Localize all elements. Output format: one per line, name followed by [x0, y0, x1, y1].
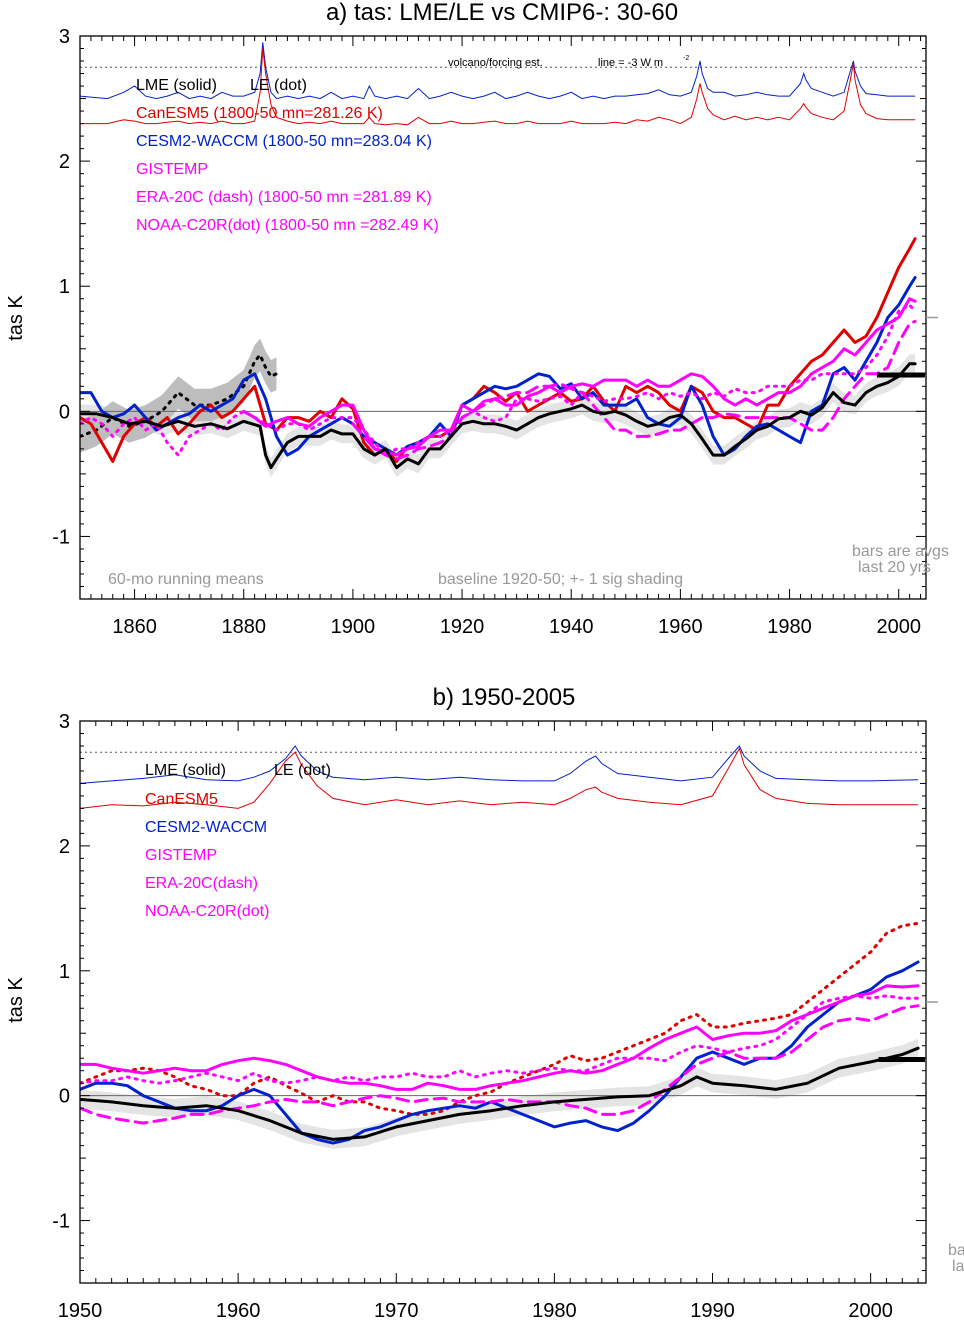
- a-xtick-label: 1880: [221, 616, 266, 638]
- a-xtick-label: 1860: [112, 616, 157, 638]
- b-ytick-label: 0: [59, 1086, 70, 1108]
- b-xtick-label: 1970: [374, 1300, 419, 1322]
- legend-a-le: LE (dot): [250, 77, 307, 94]
- annotation-volcano: volcano/forcing est.: [448, 57, 543, 69]
- a-forcing-line-0: [80, 42, 916, 100]
- b-xtick-label: 1950: [58, 1300, 103, 1322]
- panel-a-ylabel: tas K: [5, 295, 27, 341]
- annotation-bars-1: bars are avgs: [852, 543, 949, 560]
- legend-b-lme: LME (solid): [145, 762, 226, 779]
- a-ytick-label: 2: [59, 151, 70, 173]
- legend-b-le: LE (dot): [274, 762, 331, 779]
- b-xtick-label: 1960: [216, 1300, 261, 1322]
- legend-a-noaa: NOAA-C20R(dot) (1800-50 mn =282.49 K): [136, 217, 439, 234]
- legend-b-cesm2: CESM2-WACCM: [145, 819, 267, 836]
- panel-b: b) 1950-2005 tas K -1 0 1 2 3 1950 1960 1970 198…: [5, 684, 964, 1322]
- b-series-line-0: [80, 1046, 920, 1141]
- legend-b-era20c: ERA-20C(dash): [145, 875, 258, 892]
- b-series-line-3: [80, 984, 920, 1091]
- panel-a-annotations: volcano/forcing est. line = -3 W m -2 60…: [108, 55, 949, 588]
- legend-b-canesm5: CanESM5: [145, 791, 218, 808]
- a-series-line-3: [80, 276, 917, 457]
- annotation-bars-2: last 20 yrs: [858, 559, 931, 576]
- panel-a: a) tas: LME/LE vs CMIP6-: 30-60 tas K -1…: [5, 0, 949, 638]
- panel-b-annotations: ba la: [948, 1242, 964, 1275]
- a-forcing-line-1: [80, 48, 916, 126]
- legend-b-gistemp: GISTEMP: [145, 847, 217, 864]
- legend-a-gistemp: GISTEMP: [136, 161, 208, 178]
- legend-a-canesm5: CanESM5 (1800-50 mn=281.26 K): [136, 105, 383, 122]
- annotation-running-means: 60-mo running means: [108, 571, 264, 588]
- a-xtick-label: 1900: [331, 616, 376, 638]
- a-xtick-label: 1920: [440, 616, 485, 638]
- legend-a-lme: LME (solid): [136, 77, 217, 94]
- b-lme-shading: [80, 1038, 919, 1149]
- annotation-forcing-sup: -2: [683, 55, 689, 62]
- b-forcing-line-0: [80, 745, 919, 784]
- b-xtick-label: 2000: [848, 1300, 893, 1322]
- a-ytick-label: 0: [59, 401, 70, 423]
- a-series-line-4: [242, 297, 917, 457]
- b-series-group: [80, 745, 926, 1149]
- b-forcing-line-1: [80, 747, 919, 809]
- annotation-baseline: baseline 1920-50; +- 1 sig shading: [438, 571, 683, 588]
- b-ytick-label: 2: [59, 836, 70, 858]
- a-xtick-label: 2000: [876, 616, 921, 638]
- annotation-b-bars-2: la: [952, 1258, 964, 1275]
- b-series-line-4: [80, 1004, 920, 1125]
- panel-a-plot-area: -1 0 1 2 3 1860 1880 1900 1920 1940 1960 1980 2000: [52, 26, 938, 638]
- panel-a-title: a) tas: LME/LE vs CMIP6-: 30-60: [326, 0, 678, 26]
- a-series-line-6: [80, 303, 917, 457]
- b-series-line-5: [80, 994, 920, 1085]
- legend-a-era20c: ERA-20C (dash) (1800-50 mn =281.89 K): [136, 189, 432, 206]
- legend-b-noaa: NOAA-C20R(dot): [145, 903, 269, 920]
- annotation-b-bars-1: ba: [948, 1242, 964, 1259]
- a-series-group: [80, 42, 926, 477]
- a-series-line-0: [80, 362, 917, 470]
- panel-b-legend: LME (solid) LE (dot) CanESM5 CESM2-WACCM…: [145, 762, 331, 920]
- a-xtick-label: 1940: [549, 616, 594, 638]
- legend-a-cesm2: CESM2-WACCM (1800-50 mn=283.04 K): [136, 133, 432, 150]
- a-ytick-label: 1: [59, 276, 70, 298]
- a-xtick-label: 1980: [767, 616, 812, 638]
- annotation-forcing-line: line = -3 W m: [598, 57, 663, 69]
- b-series-line-1: [80, 921, 920, 1116]
- b-ytick-label: -1: [52, 1211, 70, 1233]
- panel-b-ylabel: tas K: [5, 977, 27, 1023]
- b-ytick-label: 1: [59, 961, 70, 983]
- panel-b-plot-area: -1 0 1 2 3 1950 1960 1970 1980 1990 2000: [52, 711, 938, 1322]
- a-ytick-label: 3: [59, 26, 70, 48]
- a-ytick-label: -1: [52, 526, 70, 548]
- panel-b-title: b) 1950-2005: [433, 684, 576, 711]
- b-xtick-label: 1990: [690, 1300, 735, 1322]
- b-ytick-label: 3: [59, 711, 70, 733]
- b-xtick-label: 1980: [532, 1300, 577, 1322]
- a-xtick-label: 1960: [658, 616, 703, 638]
- panel-a-legend: LME (solid) LE (dot) CanESM5 (1800-50 mn…: [136, 77, 439, 234]
